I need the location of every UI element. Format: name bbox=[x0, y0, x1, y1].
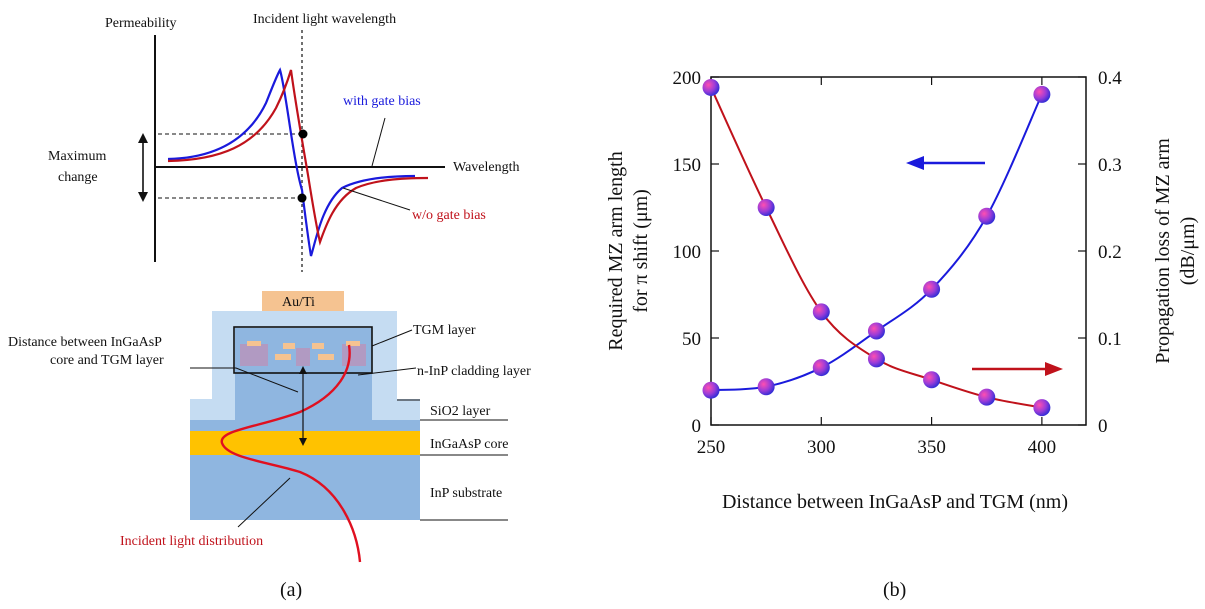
series-right-point bbox=[757, 199, 775, 216]
permeability-plot: Permeability Incident light wavelength w… bbox=[48, 12, 520, 272]
series-right-point bbox=[923, 371, 941, 389]
intersection-marker-upper bbox=[298, 129, 308, 139]
wavelength-label: Wavelength bbox=[453, 160, 520, 175]
ingaasp-core-label: InGaAsP core bbox=[430, 437, 508, 452]
caption-b: (b) bbox=[883, 579, 906, 601]
device-cross-section: Au/Ti Distance between InGaAsP core and … bbox=[8, 291, 531, 601]
with-gate-leader bbox=[371, 117, 386, 167]
series-left-point bbox=[812, 359, 830, 377]
left-axis-arrow-head bbox=[906, 156, 924, 170]
distance-label-line2: core and TGM layer bbox=[50, 353, 164, 368]
y-right-tick-label: 0.2 bbox=[1098, 242, 1122, 263]
x-tick-label: 350 bbox=[917, 437, 946, 458]
x-tick-label: 300 bbox=[807, 437, 836, 458]
tgm-leader bbox=[371, 329, 413, 347]
inp-substrate-label: InP substrate bbox=[430, 486, 502, 501]
series-right-point bbox=[812, 303, 830, 321]
distance-leader bbox=[190, 367, 299, 393]
chart-frame bbox=[710, 76, 1087, 426]
sio2-label: SiO2 layer bbox=[430, 404, 491, 419]
intersection-marker-lower bbox=[297, 193, 307, 203]
y-right-tick-label: 0.3 bbox=[1098, 155, 1122, 176]
incident-wavelength-label: Incident light wavelength bbox=[253, 12, 396, 27]
with-gate-bias-label: with gate bias bbox=[343, 94, 421, 109]
wo-gate-bias-curve bbox=[167, 69, 429, 246]
permeability-label: Permeability bbox=[105, 16, 177, 31]
y-left-tick-label: 150 bbox=[673, 155, 702, 176]
left-axis-label-line1: Required MZ arm length bbox=[605, 151, 627, 350]
y-right-tick-label: 0.4 bbox=[1098, 68, 1122, 89]
series-right-point bbox=[978, 388, 996, 406]
y-left-tick-label: 50 bbox=[682, 329, 701, 350]
distance-double-arrow bbox=[299, 366, 307, 446]
distribution-leader bbox=[237, 477, 291, 528]
y-right-tick-label: 0 bbox=[1098, 416, 1108, 437]
left-axis-label-line2: for π shift (μm) bbox=[630, 189, 652, 313]
with-gate-bias-curve bbox=[167, 67, 416, 257]
series-left-curve bbox=[710, 93, 1043, 392]
y-right-tick-label: 0.1 bbox=[1098, 329, 1122, 350]
series-right-point bbox=[702, 78, 720, 96]
wo-gate-bias-label: w/o gate bias bbox=[412, 208, 486, 223]
au-ti-electrode bbox=[262, 291, 344, 311]
caption-a: (a) bbox=[280, 579, 302, 601]
series-right-point bbox=[1033, 399, 1051, 417]
right-axis-arrow-head bbox=[1045, 362, 1063, 376]
mz-chart: 250 300 350 400 0 50 100 150 200 0 0.1 0.2 0.3 0.4 Di… bbox=[605, 68, 1199, 601]
au-ti-label: Au/Ti bbox=[282, 295, 315, 310]
distance-label-line1: Distance between InGaAsP bbox=[8, 335, 162, 350]
ingaasp-core-layer bbox=[190, 431, 420, 455]
incident-light-distribution-curve bbox=[220, 344, 362, 563]
series-left-point bbox=[1033, 85, 1051, 103]
series-left-point bbox=[923, 280, 941, 298]
series-left-point bbox=[978, 207, 996, 225]
series-right-point bbox=[867, 350, 885, 368]
series-left-point bbox=[702, 381, 720, 399]
x-tick-label: 250 bbox=[697, 437, 726, 458]
change-label: change bbox=[58, 170, 98, 185]
y-left-tick-label: 200 bbox=[673, 68, 702, 89]
wo-gate-leader bbox=[342, 187, 411, 211]
cladding-leader bbox=[357, 367, 417, 376]
right-axis-label-line2: (dB/μm) bbox=[1177, 217, 1199, 286]
series-left-point bbox=[867, 322, 885, 340]
right-axis-label-line1: Propagation loss of MZ arm bbox=[1152, 138, 1174, 364]
max-change-double-arrow bbox=[138, 133, 148, 202]
tgm-layer-label: TGM layer bbox=[413, 323, 476, 338]
y-left-tick-label: 0 bbox=[692, 416, 702, 437]
series-left-point bbox=[757, 378, 775, 396]
inp-substrate-layer bbox=[190, 455, 420, 520]
ninp-cladding-label: n-InP cladding layer bbox=[417, 364, 531, 379]
x-axis-label: Distance between InGaAsP and TGM (nm) bbox=[722, 491, 1068, 513]
incident-distribution-label: Incident light distribution bbox=[120, 534, 263, 549]
maximum-label: Maximum bbox=[48, 149, 106, 164]
x-tick-label: 400 bbox=[1028, 437, 1057, 458]
lower-cladding-layer bbox=[190, 420, 420, 431]
y-left-tick-label: 100 bbox=[673, 242, 702, 263]
